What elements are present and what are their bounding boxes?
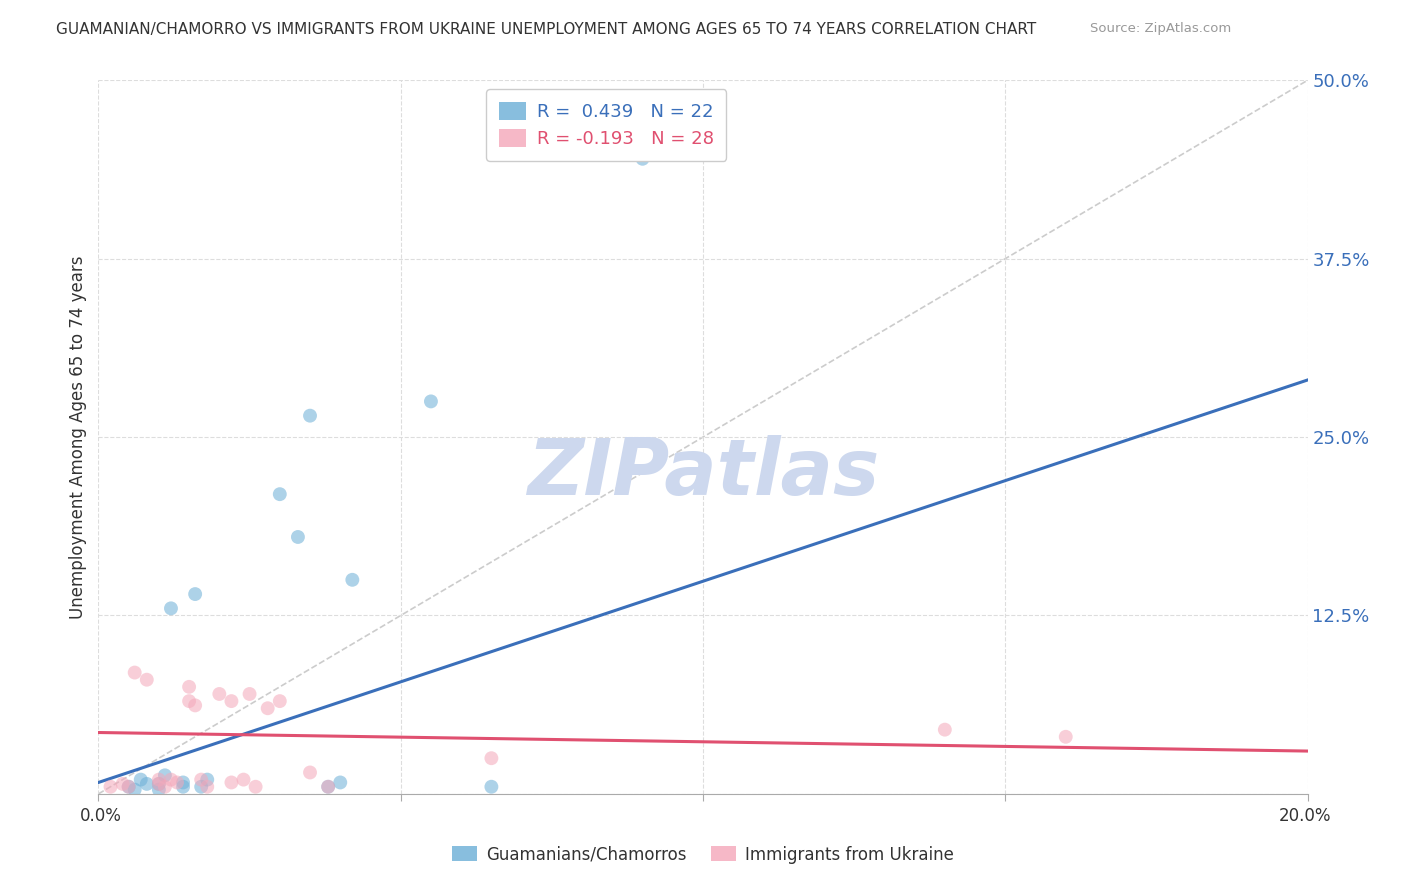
Point — [481, 751, 503, 765]
Point — [329, 775, 352, 789]
Point — [190, 772, 212, 787]
Point — [124, 782, 146, 797]
Point — [118, 780, 141, 794]
Y-axis label: Unemployment Among Ages 65 to 74 years: Unemployment Among Ages 65 to 74 years — [69, 255, 87, 619]
Legend: Guamanians/Chamorros, Immigrants from Ukraine: Guamanians/Chamorros, Immigrants from Uk… — [446, 839, 960, 871]
Point — [245, 780, 267, 794]
Point — [299, 409, 322, 423]
Point — [160, 601, 183, 615]
Point — [148, 777, 170, 791]
Point — [184, 587, 207, 601]
Point — [269, 694, 291, 708]
Point — [269, 487, 291, 501]
Text: GUAMANIAN/CHAMORRO VS IMMIGRANTS FROM UKRAINE UNEMPLOYMENT AMONG AGES 65 TO 74 Y: GUAMANIAN/CHAMORRO VS IMMIGRANTS FROM UK… — [56, 22, 1036, 37]
Text: ZIPatlas: ZIPatlas — [527, 434, 879, 511]
Point — [148, 777, 170, 791]
Point — [160, 772, 183, 787]
Point — [184, 698, 207, 713]
Point — [148, 782, 170, 797]
Point — [287, 530, 309, 544]
Point — [342, 573, 364, 587]
Point — [420, 394, 443, 409]
Point — [166, 775, 188, 789]
Point — [221, 694, 243, 708]
Point — [190, 780, 212, 794]
Point — [153, 768, 176, 782]
Point — [316, 780, 339, 794]
Point — [221, 775, 243, 789]
Point — [239, 687, 262, 701]
Point — [232, 772, 254, 787]
Point — [256, 701, 278, 715]
Point — [135, 777, 157, 791]
Point — [111, 777, 134, 791]
Point — [148, 772, 170, 787]
Point — [195, 780, 218, 794]
Point — [631, 152, 654, 166]
Point — [172, 780, 194, 794]
Point — [179, 694, 201, 708]
Point — [316, 780, 339, 794]
Legend: R =  0.439   N = 22, R = -0.193   N = 28: R = 0.439 N = 22, R = -0.193 N = 28 — [486, 89, 727, 161]
Point — [118, 780, 141, 794]
Text: 0.0%: 0.0% — [80, 807, 122, 825]
Point — [179, 680, 201, 694]
Point — [100, 780, 122, 794]
Point — [299, 765, 322, 780]
Point — [172, 775, 194, 789]
Point — [135, 673, 157, 687]
Point — [153, 780, 176, 794]
Point — [129, 772, 152, 787]
Point — [195, 772, 218, 787]
Text: Source: ZipAtlas.com: Source: ZipAtlas.com — [1090, 22, 1230, 36]
Point — [208, 687, 231, 701]
Point — [1054, 730, 1077, 744]
Point — [124, 665, 146, 680]
Text: 20.0%: 20.0% — [1278, 807, 1331, 825]
Point — [934, 723, 956, 737]
Point — [481, 780, 503, 794]
